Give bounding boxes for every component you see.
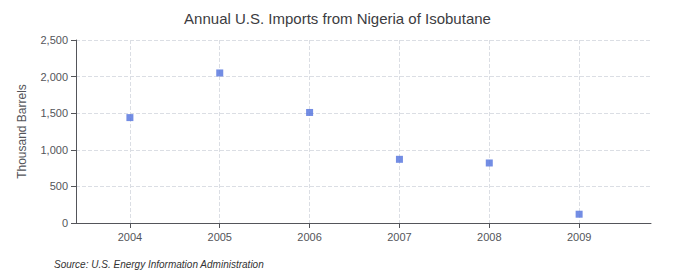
svg-text:2009: 2009 (567, 231, 591, 243)
svg-text:1,500: 1,500 (40, 107, 68, 119)
svg-text:2004: 2004 (118, 231, 142, 243)
svg-text:1,000: 1,000 (40, 144, 68, 156)
svg-text:0: 0 (62, 217, 68, 229)
svg-text:Annual U.S. Imports from Niger: Annual U.S. Imports from Nigeria of Isob… (184, 10, 491, 27)
svg-text:2,000: 2,000 (40, 71, 68, 83)
svg-text:2007: 2007 (387, 231, 411, 243)
svg-text:2008: 2008 (477, 231, 501, 243)
svg-text:2005: 2005 (208, 231, 232, 243)
svg-text:2006: 2006 (297, 231, 321, 243)
svg-text:2,500: 2,500 (40, 34, 68, 46)
svg-text:500: 500 (50, 180, 68, 192)
svg-text:Source: U.S. Energy Informatio: Source: U.S. Energy Information Administ… (54, 259, 264, 270)
svg-text:Thousand Barrels: Thousand Barrels (15, 84, 29, 179)
